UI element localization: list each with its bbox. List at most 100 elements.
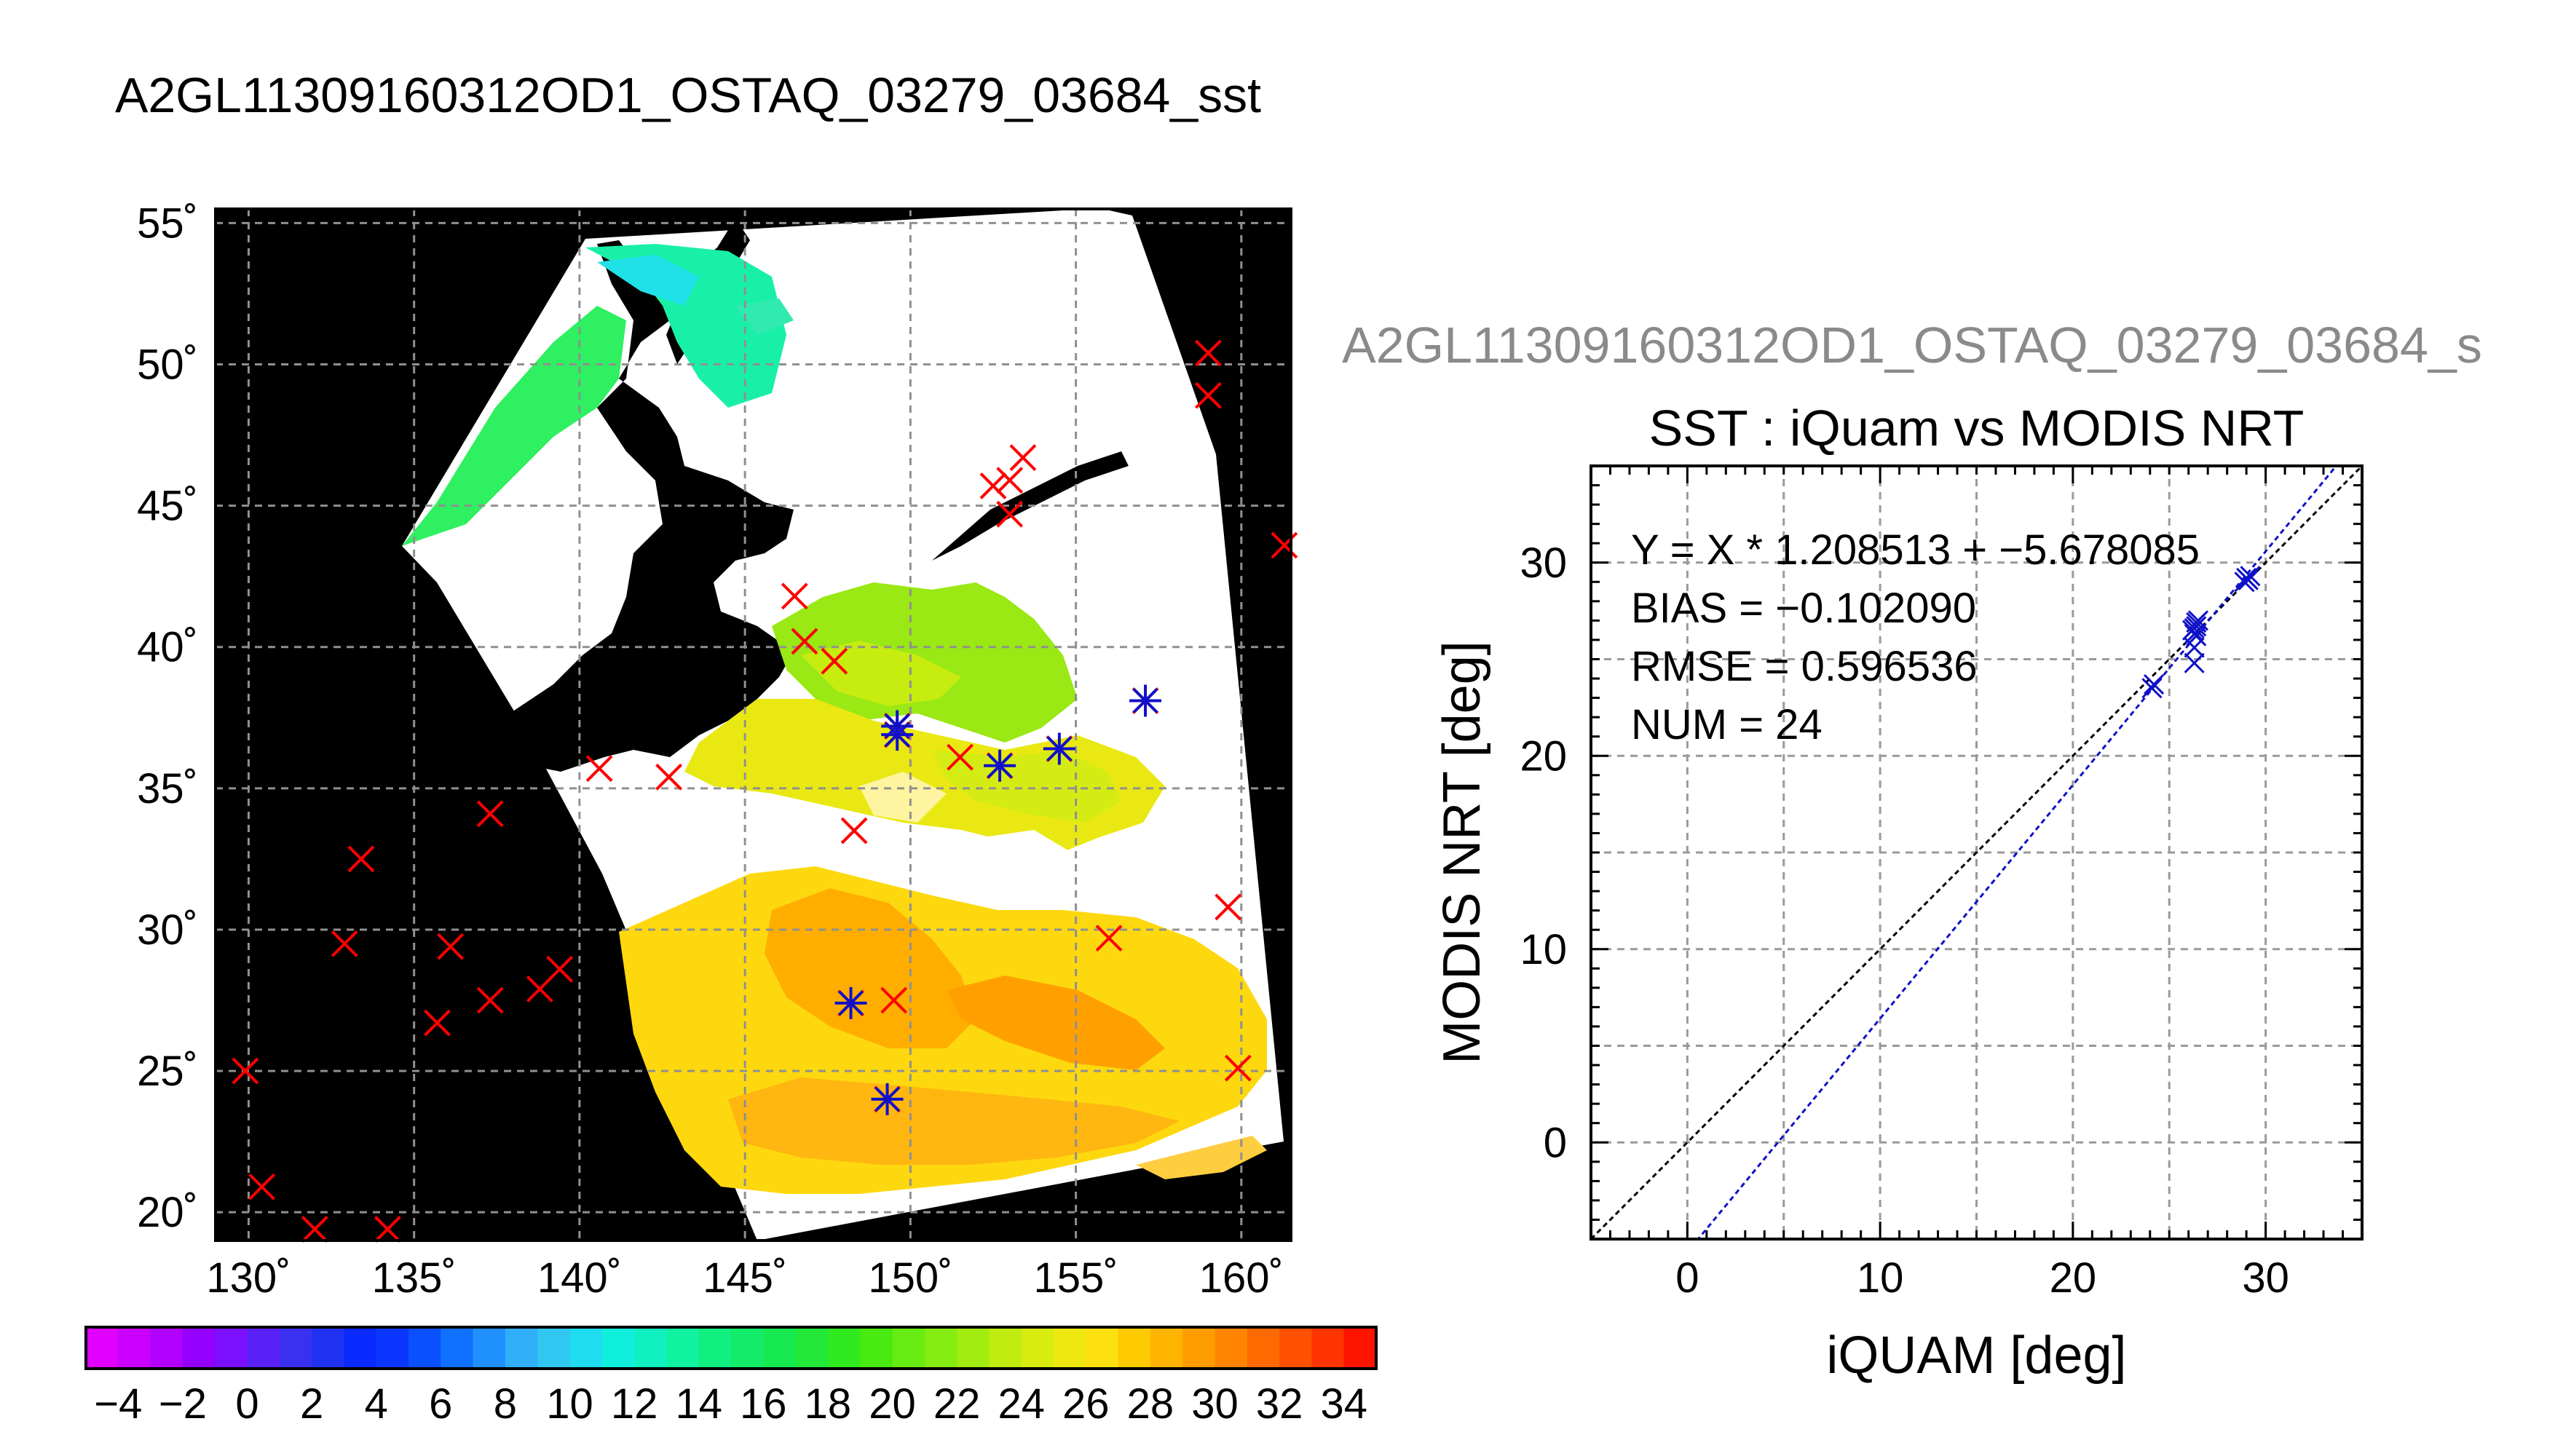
colorbar-bin — [763, 1327, 797, 1369]
iquam-marker-stroke-b — [781, 582, 808, 610]
iquam-marker — [880, 986, 908, 1014]
colorbar-bin — [1150, 1327, 1183, 1369]
colorbar-bin — [1118, 1327, 1151, 1369]
scatter-stat-line: BIAS = −0.102090 — [1631, 585, 1976, 632]
iquam-marker-stroke-b — [301, 1216, 328, 1243]
scatter-point-stroke-b — [2184, 652, 2205, 673]
colorbar-bin — [279, 1327, 312, 1369]
sst-patch — [597, 255, 699, 306]
iquam-marker — [248, 1173, 276, 1200]
sst-patch — [402, 306, 626, 546]
sst-patch — [1136, 1136, 1267, 1179]
scatter-point — [2181, 620, 2203, 641]
colorbar-tick-label: 8 — [494, 1380, 517, 1428]
scatter-y-tick-label: 10 — [1520, 926, 1567, 973]
sst-patch — [585, 244, 786, 408]
matched-marker-blue-b — [1046, 736, 1073, 761]
scatter-x-tick-label: 30 — [2242, 1254, 2289, 1302]
map-lat-tick-label: 25˚ — [137, 1048, 198, 1095]
colorbar-bin — [1021, 1327, 1054, 1369]
matched-marker — [871, 1083, 904, 1115]
iquam-marker-stroke-b — [655, 763, 683, 791]
colorbar-tick-label: 26 — [1062, 1380, 1110, 1428]
colorbar-bin — [1247, 1327, 1280, 1369]
colorbar: −4 −2 0 2 4 6 8 10 12 14 16 18 20 22 24 26 28 30 32 34 — [84, 1326, 1378, 1428]
iquam-marker-stroke-b — [347, 845, 375, 873]
map-lat-tick-label: 20˚ — [137, 1189, 198, 1236]
iquam-marker-stroke-b — [1194, 339, 1222, 367]
colorbar-bin — [698, 1327, 732, 1369]
scatter-y-tick-label: 0 — [1544, 1119, 1567, 1166]
colorbar-bin — [569, 1327, 603, 1369]
iquam-marker — [1215, 893, 1242, 921]
colorbar-bin — [634, 1327, 667, 1369]
scatter-point-stroke-b — [2141, 678, 2163, 699]
iquam-marker — [1224, 1054, 1252, 1082]
scatter-point — [2240, 566, 2261, 587]
colorbar-bin — [150, 1327, 183, 1369]
colorbar-bin — [473, 1327, 506, 1369]
iquam-marker-stroke-b — [996, 500, 1024, 528]
iquam-marker — [655, 763, 683, 791]
iquam-marker — [546, 955, 574, 983]
sst-patch — [932, 750, 1121, 823]
iquam-marker-stroke-b — [248, 1173, 276, 1200]
scatter-point-stroke-b — [2240, 566, 2261, 587]
iquam-marker-stroke-b — [880, 986, 908, 1014]
map-lon-tick-label: 135˚ — [372, 1254, 457, 1302]
sst-patch — [728, 1077, 1180, 1165]
colorbar-tick-label: 28 — [1127, 1380, 1174, 1428]
matched-marker-blue-b — [884, 721, 910, 748]
scatter-point — [2184, 652, 2205, 673]
iquam-marker — [821, 647, 848, 675]
iquam-marker-stroke-b — [1224, 1054, 1252, 1082]
iquam-marker — [437, 933, 465, 960]
scatter-panel: A2GL11309160312OD1_OSTAQ_03279_03684_s SS… — [1342, 317, 2482, 1385]
colorbar-bin — [957, 1327, 990, 1369]
matched-marker — [1129, 684, 1162, 717]
colorbar-bin — [989, 1327, 1022, 1369]
colorbar-bin — [731, 1327, 764, 1369]
colorbar-tick-label: 10 — [546, 1380, 593, 1428]
sst-patch — [947, 976, 1165, 1070]
iquam-marker-stroke-b — [374, 1216, 401, 1243]
map-lat-tick-label: 40˚ — [137, 624, 198, 671]
iquam-marker-stroke-b — [840, 817, 868, 844]
main-title-wrap: A2GL11309160312OD1_OSTAQ_03279_03684_sst — [115, 67, 1261, 124]
colorbar-bin — [892, 1327, 925, 1369]
scatter-x-tick-label: 20 — [2050, 1254, 2097, 1302]
scatter-x-axis-label: iQUAM [deg] — [1826, 1326, 2126, 1385]
scatter-y-tick-label: 20 — [1520, 732, 1567, 780]
colorbar-tick-label: 2 — [300, 1380, 323, 1428]
scatter-point — [2238, 569, 2259, 590]
iquam-marker-stroke-b — [1009, 444, 1037, 472]
colorbar-tick-label: −4 — [94, 1380, 142, 1428]
colorbar-bin — [505, 1327, 538, 1369]
map-lat-tick-label: 35˚ — [137, 765, 198, 812]
colorbar-bin — [1279, 1327, 1312, 1369]
matched-marker-blue-b — [838, 990, 864, 1016]
colorbar-bin — [215, 1327, 248, 1369]
map-lon-tick-label: 130˚ — [206, 1254, 291, 1302]
colorbar-bin — [1343, 1327, 1377, 1369]
iquam-marker-stroke-b — [476, 986, 504, 1014]
colorbar-tick-label: 24 — [998, 1380, 1045, 1428]
colorbar-bin — [1054, 1327, 1086, 1369]
iquam-marker — [476, 986, 504, 1014]
map-lat-tick-label: 55˚ — [137, 199, 198, 247]
colorbar-tick-label: 22 — [933, 1380, 981, 1428]
colorbar-bin — [537, 1327, 571, 1369]
iquam-marker — [347, 845, 375, 873]
iquam-marker-stroke-b — [585, 755, 613, 783]
one-to-one-line — [1591, 466, 2362, 1239]
colorbar-tick-label: 6 — [429, 1380, 452, 1428]
iquam-marker-stroke-b — [546, 955, 574, 983]
iquam-marker — [585, 755, 613, 783]
scatter-y-axis-label: MODIS NRT [deg] — [1433, 641, 1491, 1064]
map-lon-tick-label: 155˚ — [1034, 1254, 1118, 1302]
colorbar-tick-label: −2 — [159, 1380, 207, 1428]
colorbar-bin — [376, 1327, 409, 1369]
map-lon-tick-label: 140˚ — [537, 1254, 622, 1302]
matched-marker — [1043, 732, 1075, 765]
scatter-point-stroke-b — [2181, 620, 2203, 641]
